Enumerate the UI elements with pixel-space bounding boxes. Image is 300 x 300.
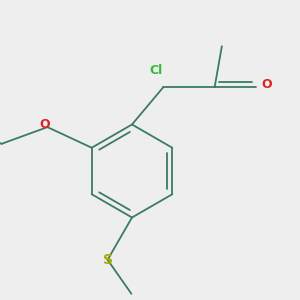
Text: Cl: Cl: [149, 64, 163, 77]
Text: O: O: [39, 118, 50, 130]
Text: S: S: [103, 253, 112, 267]
Text: O: O: [261, 78, 272, 91]
